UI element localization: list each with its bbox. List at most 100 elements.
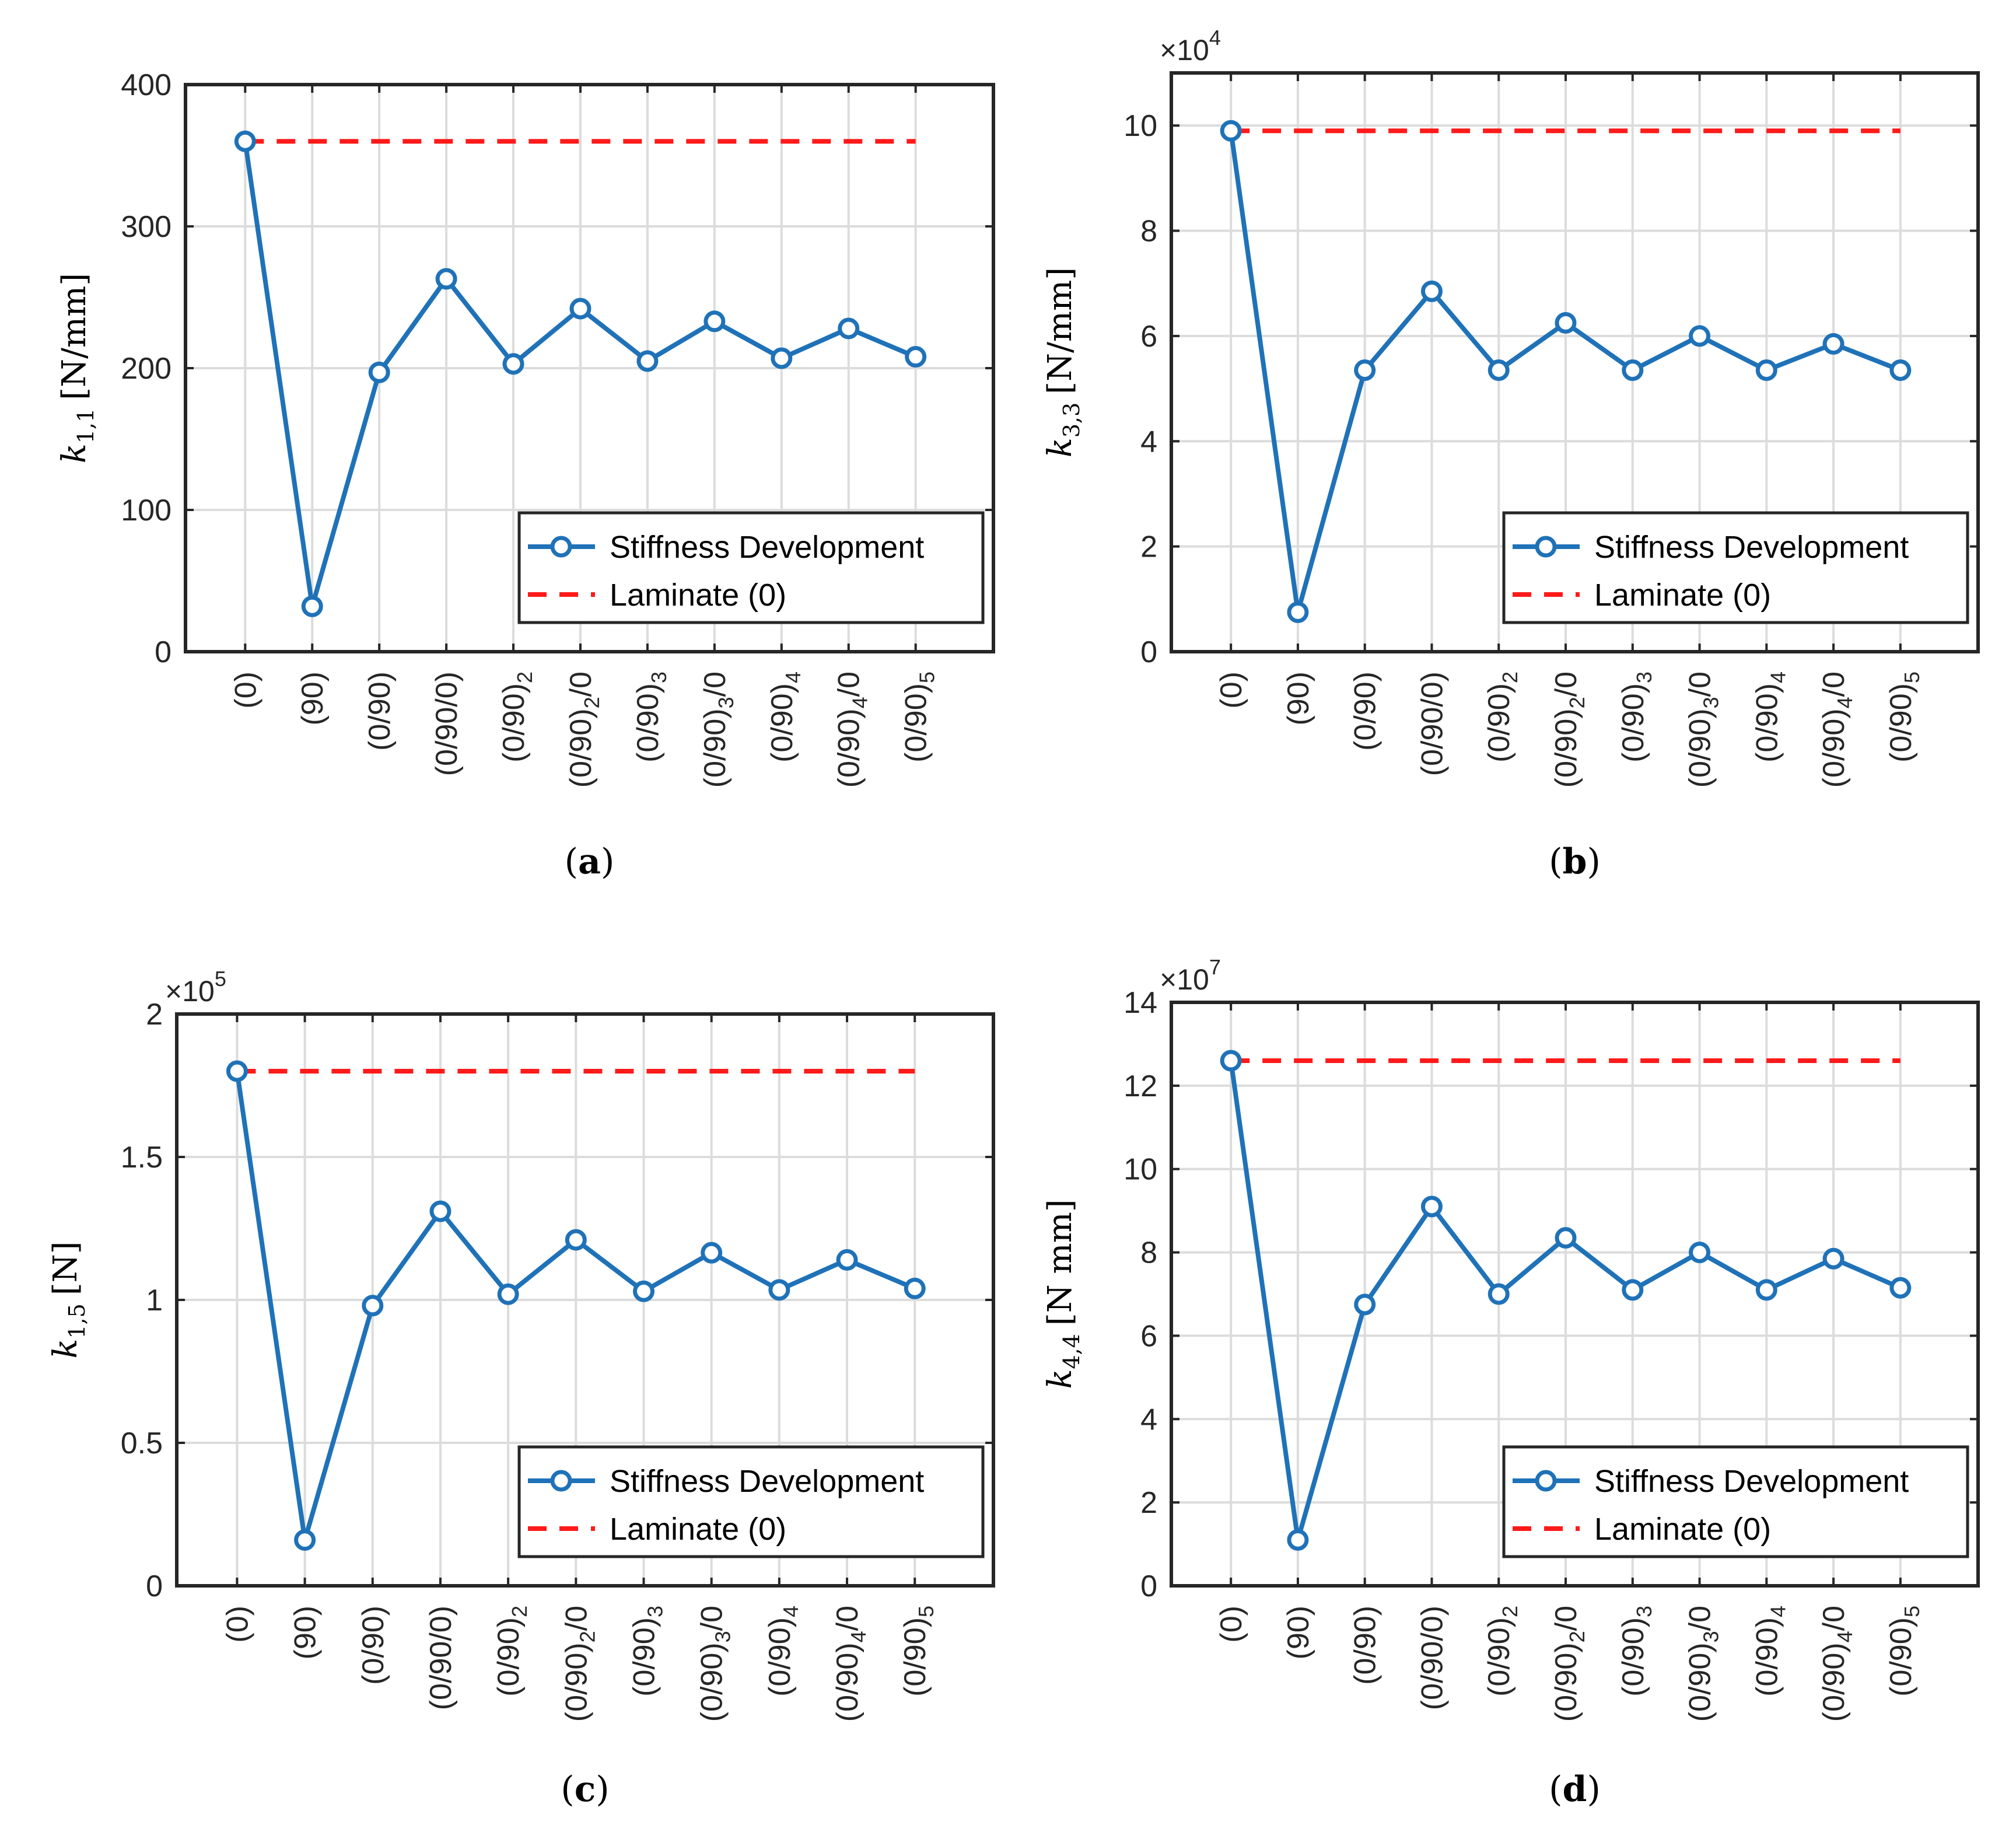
data-point (1689, 325, 1711, 347)
legend-series-label: Stiffness Development (1594, 530, 1909, 565)
x-tick-label: (90) (296, 672, 330, 725)
y-axis-label: k3,3[N/mm] (1041, 267, 1084, 457)
data-point (294, 1529, 316, 1551)
legend-box (1502, 511, 1969, 624)
data-point (1622, 1279, 1644, 1301)
data-point (1822, 1247, 1845, 1270)
y-tick-label: 0 (1140, 1569, 1157, 1603)
y-tick-label: 4 (1140, 1403, 1157, 1436)
data-point (1622, 359, 1644, 382)
data-point (701, 1242, 723, 1264)
x-tick-label: (0/90)3 (631, 672, 671, 763)
data-point (704, 310, 726, 333)
legend-box (517, 511, 985, 624)
data-point (1354, 1293, 1376, 1316)
data-point (368, 361, 390, 383)
legend: Stiffness Development Laminate (0) (517, 511, 985, 624)
x-tick-label: (0/90)2 (1482, 672, 1522, 763)
y-tick-label: 1.5 (121, 1141, 163, 1174)
x-tick-label: (0/90/0) (430, 672, 464, 776)
legend-series-marker (550, 536, 572, 558)
y-tick-label: 14 (1124, 986, 1157, 1020)
x-tick-label: (0/90)4 (763, 1606, 803, 1697)
x-tick-label: (0/90/0) (424, 1606, 458, 1710)
axes-box (184, 83, 995, 653)
panel-caption: (d) (1549, 1769, 1601, 1810)
x-tick-label: (0) (1214, 672, 1248, 709)
data-point (771, 347, 793, 369)
x-tick-label: (0/90)2/0 (559, 1606, 599, 1722)
y-tick-label: 100 (121, 494, 172, 527)
x-tick-label: (90) (1282, 1606, 1315, 1659)
x-tick-label: (0/90)5 (898, 1606, 938, 1697)
x-tick-label: (90) (1282, 672, 1315, 725)
y-tick-label: 4 (1140, 425, 1157, 459)
data-point (904, 1277, 926, 1299)
data-point (1488, 1283, 1510, 1305)
legend-series-marker (550, 1470, 572, 1492)
y-tick-label: 6 (1140, 320, 1157, 354)
chart-panel-a: 0 100 200 300 400 (0) (90) (0/90) (0/90/0) (0/90)… (55, 68, 995, 882)
data-point (632, 1280, 654, 1302)
axis-exponent: ×105 (165, 967, 226, 1008)
data-point (226, 1060, 248, 1082)
data-point (1420, 280, 1443, 302)
data-point (1822, 333, 1845, 355)
x-tick-label: (0/90) (1349, 672, 1382, 751)
data-point (502, 353, 524, 375)
data-point (1287, 1529, 1309, 1551)
x-tick-label: (0/90)2/0 (1549, 1606, 1589, 1722)
legend-reference-label: Laminate (0) (1594, 578, 1771, 613)
data-point (1889, 359, 1912, 382)
data-point (1689, 1242, 1711, 1264)
data-point (435, 268, 457, 290)
data-point (301, 595, 323, 617)
x-tick-label: (90) (289, 1606, 323, 1659)
y-tick-label: 0 (146, 1569, 163, 1603)
x-tick-label: (0/90)2 (492, 1606, 531, 1697)
legend-series-marker (1535, 536, 1557, 558)
legend-series-label: Stiffness Development (1594, 1464, 1909, 1499)
data-point (497, 1283, 519, 1305)
x-tick-label: (0/90)4 (1750, 1606, 1790, 1697)
x-tick-label: (0/90) (1349, 1606, 1382, 1685)
x-tick-label: (0/90)3/0 (1684, 1606, 1723, 1722)
chart-panel-b: 0 2 4 6 8 10 (0) (90) (0/90) (0/90/0) (0/90)2 (0/90… (1041, 26, 1980, 882)
y-tick-label: 0 (1140, 635, 1157, 669)
x-tick-label: (0/90/0) (1415, 672, 1449, 776)
y-tick-label: 2 (146, 998, 163, 1032)
x-tick-label: (0/90)4 (765, 672, 805, 763)
data-point (234, 130, 256, 152)
x-tick-label: (0/90)4/0 (831, 1606, 870, 1722)
y-tick-label: 300 (121, 210, 172, 244)
data-point (636, 350, 659, 372)
x-tick-label: (0/90)5 (1884, 672, 1924, 763)
x-tick-label: (0/90)3 (627, 1606, 667, 1697)
y-tick-label: 10 (1124, 1153, 1157, 1187)
data-point (569, 298, 592, 320)
legend-series-label: Stiffness Development (610, 1464, 924, 1499)
x-tick-label: (0/90)2/0 (564, 672, 604, 788)
x-tick-label: (0/90)3/0 (698, 672, 738, 788)
x-tick-label: (0/90) (363, 672, 397, 751)
data-point (905, 346, 927, 368)
data-point (1354, 359, 1376, 382)
x-tick-label: (0/90)3 (1616, 1606, 1656, 1697)
data-point (1555, 312, 1577, 334)
legend-reference-label: Laminate (0) (610, 578, 786, 613)
legend: Stiffness Development Laminate (0) (517, 1445, 985, 1558)
data-point (1220, 1050, 1242, 1072)
y-tick-label: 400 (121, 68, 172, 102)
x-tick-label: (0) (1214, 1606, 1248, 1643)
legend-box (1502, 1445, 1969, 1558)
x-tick-label: (0/90)2 (497, 672, 537, 763)
legend: Stiffness Development Laminate (0) (1502, 511, 1969, 624)
data-point (1287, 601, 1309, 623)
data-point (1220, 120, 1242, 142)
x-tick-label: (0/90)5 (1884, 1606, 1924, 1697)
y-axis-label: k1,1[N/mm] (55, 273, 99, 463)
legend-series-label: Stiffness Development (610, 530, 924, 565)
data-point (362, 1295, 384, 1317)
y-tick-label: 2 (1140, 1486, 1157, 1520)
